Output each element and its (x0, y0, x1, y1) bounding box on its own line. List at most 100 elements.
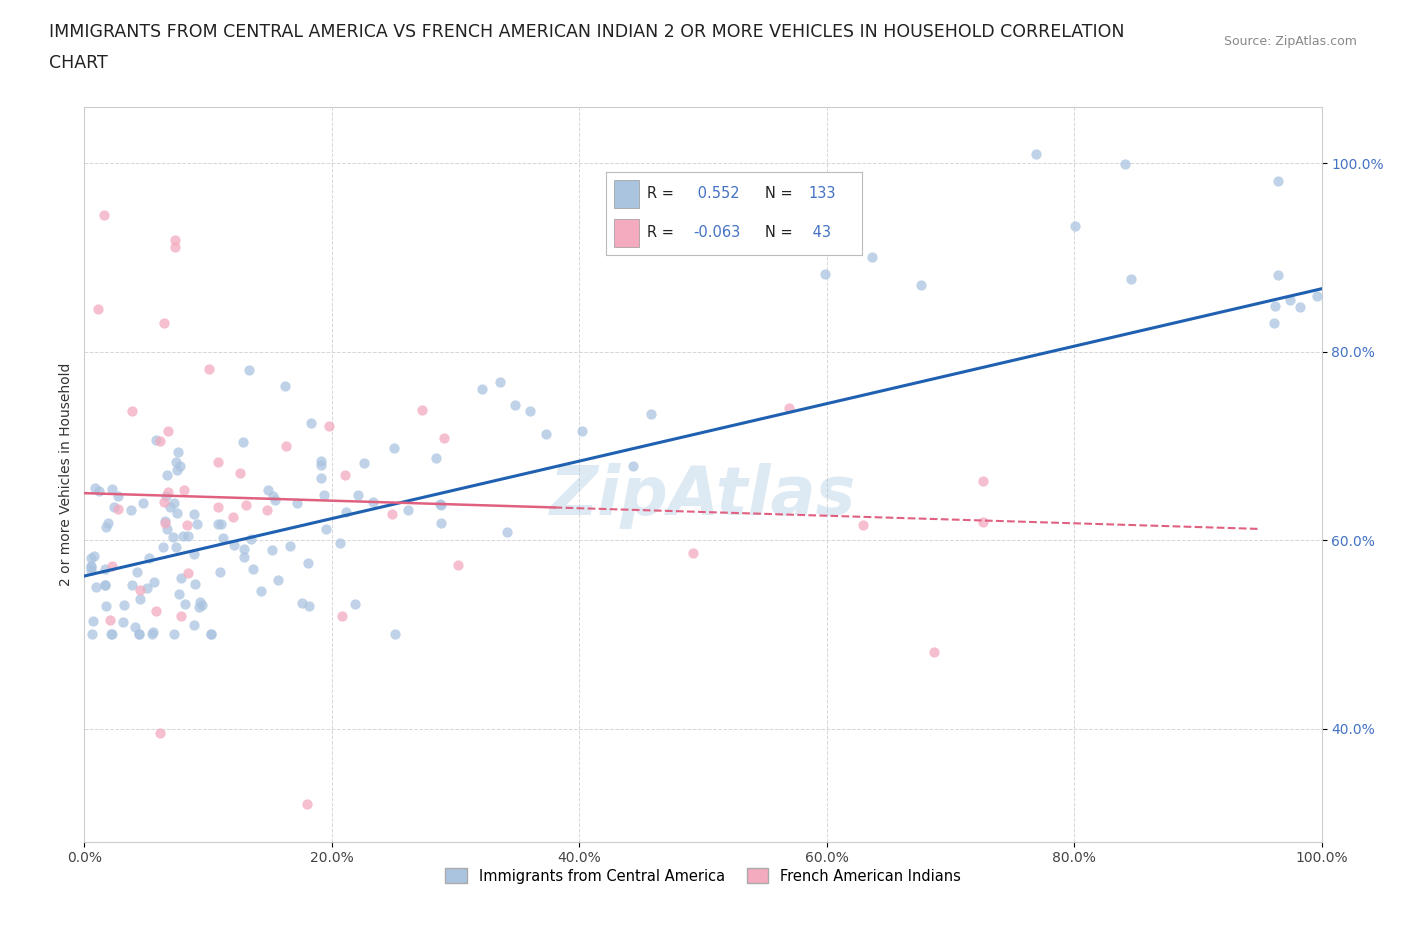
Point (166, 506, 188, 521)
Point (814, 267, 837, 282)
Point (188, 600, 211, 615)
Point (121, 578, 143, 592)
Point (112, 614, 135, 629)
Point (1064, 219, 1087, 234)
Point (159, 500, 181, 515)
Point (96, 520, 118, 535)
Point (297, 555, 319, 570)
Point (79, 551, 101, 565)
Point (1119, 272, 1142, 286)
Point (398, 502, 420, 517)
Point (93, 208, 115, 223)
Point (176, 529, 198, 544)
Point (84, 579, 107, 594)
Point (155, 513, 177, 528)
Point (384, 627, 406, 642)
Point (295, 796, 318, 811)
Text: Source: ZipAtlas.com: Source: ZipAtlas.com (1223, 35, 1357, 48)
Point (1114, 157, 1136, 172)
FancyBboxPatch shape (614, 179, 640, 208)
Point (621, 458, 644, 473)
Text: -0.063: -0.063 (693, 225, 741, 240)
Point (82, 627, 104, 642)
Point (222, 538, 245, 552)
Point (145, 432, 167, 447)
Point (536, 426, 558, 441)
Point (135, 580, 157, 595)
Y-axis label: 2 or more Vehicles in Household: 2 or more Vehicles in Household (59, 363, 73, 586)
Point (186, 516, 208, 531)
Point (1264, 299, 1286, 313)
Point (100, 627, 122, 642)
Point (84, 480, 107, 495)
Point (94, 578, 117, 593)
Point (197, 361, 219, 376)
Point (1263, 316, 1285, 331)
Point (153, 515, 176, 530)
Point (233, 541, 256, 556)
Point (274, 379, 297, 393)
Point (256, 483, 278, 498)
Point (433, 431, 456, 445)
Point (318, 418, 340, 433)
Point (152, 539, 174, 554)
Point (309, 471, 332, 485)
Point (235, 498, 257, 512)
Point (103, 499, 125, 514)
Point (343, 596, 366, 611)
Point (129, 582, 152, 597)
Point (640, 406, 662, 421)
Point (233, 550, 256, 565)
Point (238, 362, 260, 377)
Point (280, 538, 302, 553)
Point (260, 543, 283, 558)
Point (264, 493, 287, 508)
Point (172, 528, 194, 543)
Point (329, 536, 352, 551)
Point (156, 468, 179, 483)
Point (79, 559, 101, 574)
Point (335, 505, 357, 520)
Text: N =: N = (765, 225, 793, 240)
Point (682, 545, 704, 560)
Point (299, 416, 322, 431)
Point (910, 278, 932, 293)
Text: R =: R = (647, 225, 673, 240)
Point (209, 565, 232, 580)
Point (778, 401, 800, 416)
Point (291, 595, 314, 610)
Point (152, 495, 174, 510)
Point (101, 558, 124, 573)
Point (503, 398, 526, 413)
Point (177, 565, 200, 580)
Point (165, 539, 187, 554)
Point (221, 510, 243, 525)
Point (169, 586, 191, 601)
Point (191, 598, 214, 613)
Point (1288, 299, 1310, 314)
Point (381, 507, 404, 522)
Legend: Immigrants from Central America, French American Indians: Immigrants from Central America, French … (439, 862, 967, 889)
Point (267, 573, 290, 588)
Point (145, 604, 167, 618)
Point (330, 608, 353, 623)
Point (170, 608, 193, 623)
Point (200, 627, 222, 642)
Point (101, 482, 124, 497)
Point (495, 525, 517, 539)
Point (141, 627, 163, 642)
Point (200, 627, 222, 642)
Point (169, 458, 191, 473)
Point (425, 450, 447, 465)
Point (94, 598, 117, 613)
Point (156, 424, 179, 439)
Point (471, 381, 494, 396)
Point (852, 517, 875, 532)
Point (262, 488, 284, 503)
Point (142, 574, 165, 589)
Point (333, 468, 356, 483)
Point (120, 502, 142, 517)
Point (152, 316, 174, 331)
Point (183, 547, 205, 562)
Point (138, 551, 160, 565)
